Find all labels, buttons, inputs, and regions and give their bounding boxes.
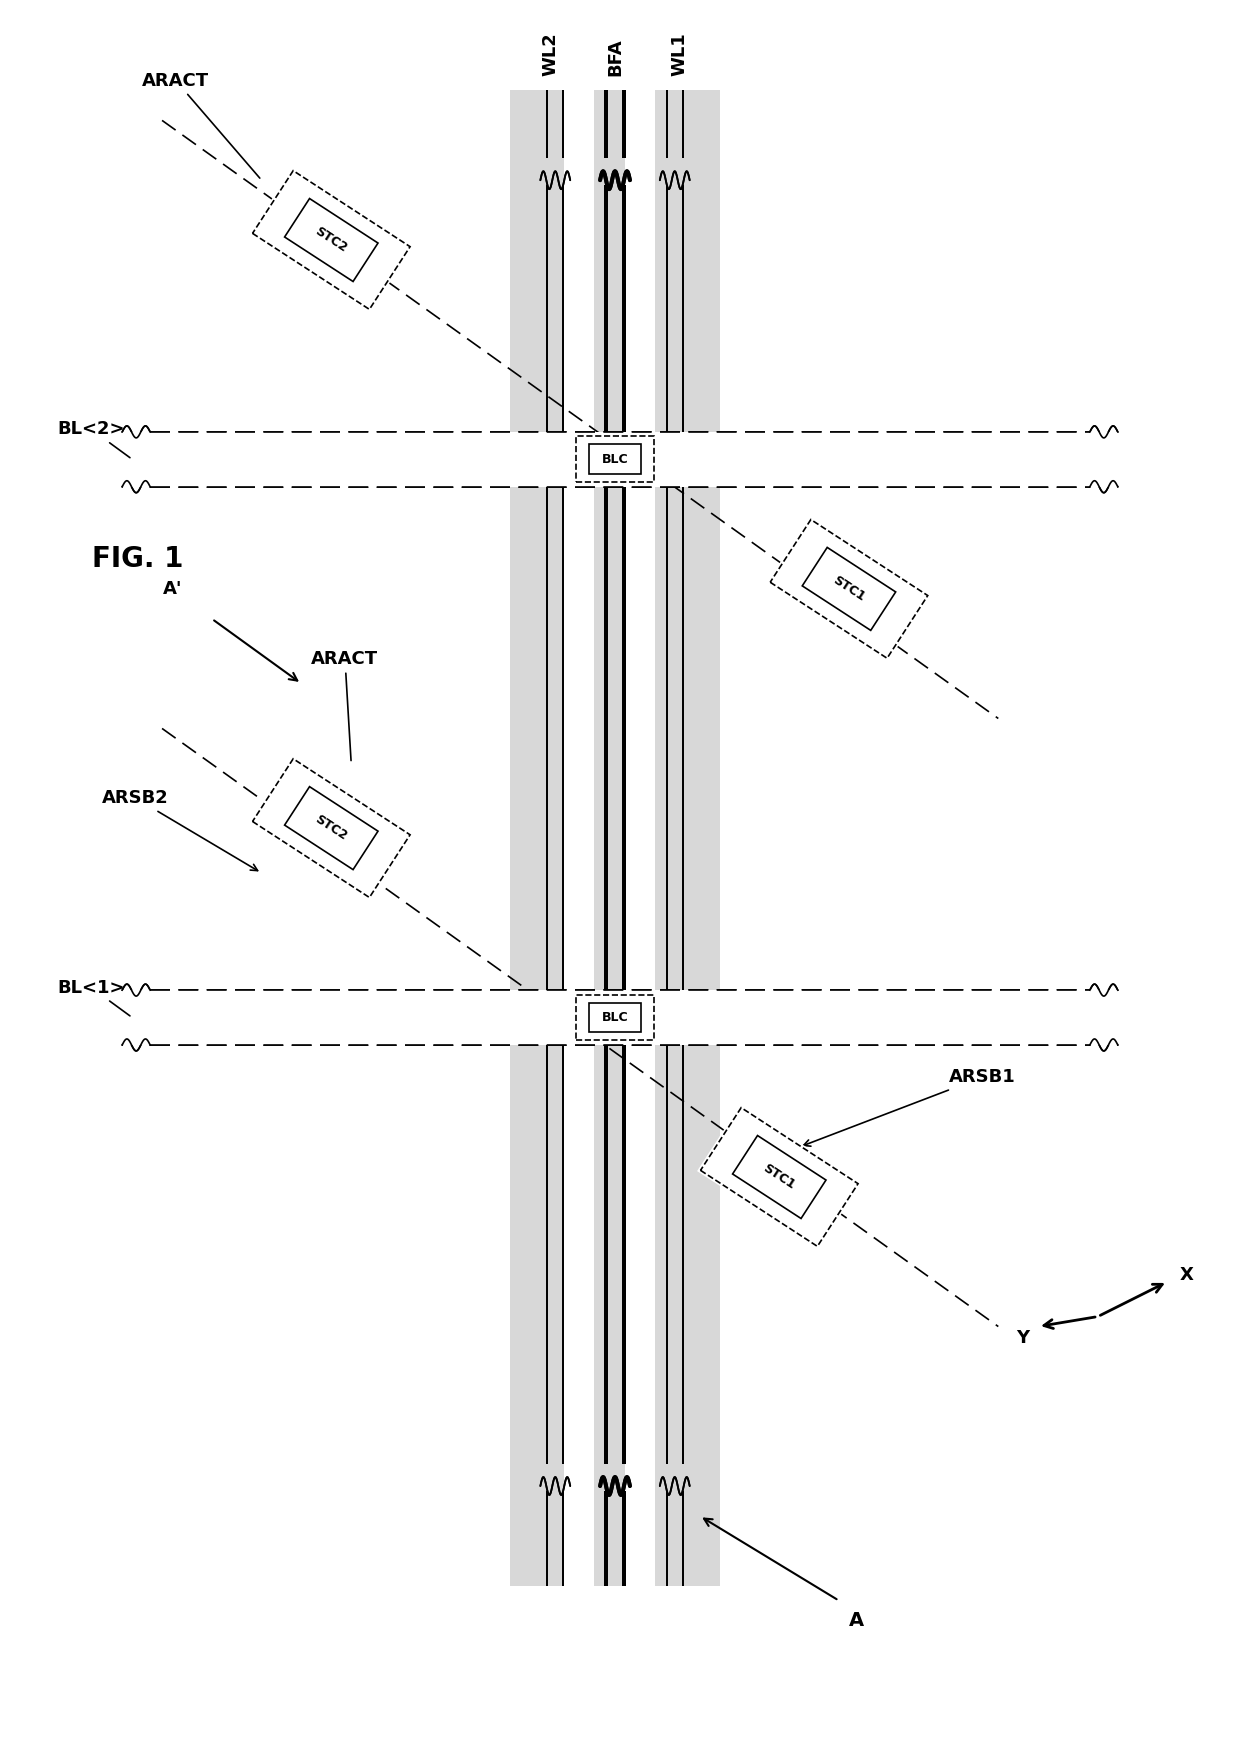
Text: X: X: [1179, 1265, 1193, 1284]
Text: A: A: [849, 1611, 864, 1630]
Polygon shape: [285, 198, 378, 282]
Text: STC1: STC1: [831, 574, 868, 605]
Text: ARSB2: ARSB2: [103, 789, 258, 871]
Bar: [511, 90, 719, 1585]
Bar: [625, 90, 655, 1585]
Text: WL2: WL2: [542, 31, 559, 75]
Polygon shape: [733, 1135, 826, 1218]
Text: STC1: STC1: [761, 1163, 797, 1192]
Text: Y: Y: [1017, 1330, 1029, 1347]
Text: BLC: BLC: [601, 454, 629, 466]
Polygon shape: [577, 436, 653, 481]
Text: BFA: BFA: [606, 38, 624, 75]
Bar: [123, 433, 1117, 487]
Polygon shape: [766, 516, 931, 662]
Text: ARSB1: ARSB1: [804, 1069, 1016, 1145]
Polygon shape: [802, 547, 895, 631]
Polygon shape: [249, 756, 413, 900]
Text: BL<1>: BL<1>: [57, 978, 130, 1017]
Bar: [564, 90, 594, 1585]
Text: BL<2>: BL<2>: [57, 421, 130, 457]
Text: A': A': [162, 580, 182, 598]
Text: ARACT: ARACT: [143, 71, 260, 177]
Text: STC2: STC2: [312, 224, 350, 255]
Polygon shape: [697, 1104, 862, 1250]
Polygon shape: [577, 994, 653, 1041]
Polygon shape: [285, 787, 378, 869]
Text: ARACT: ARACT: [311, 650, 378, 761]
Text: STC2: STC2: [312, 813, 350, 843]
Text: WL1: WL1: [671, 31, 688, 75]
Bar: [123, 991, 1117, 1045]
Text: FIG. 1: FIG. 1: [92, 546, 184, 574]
Text: BLC: BLC: [601, 1012, 629, 1024]
Polygon shape: [249, 167, 413, 313]
